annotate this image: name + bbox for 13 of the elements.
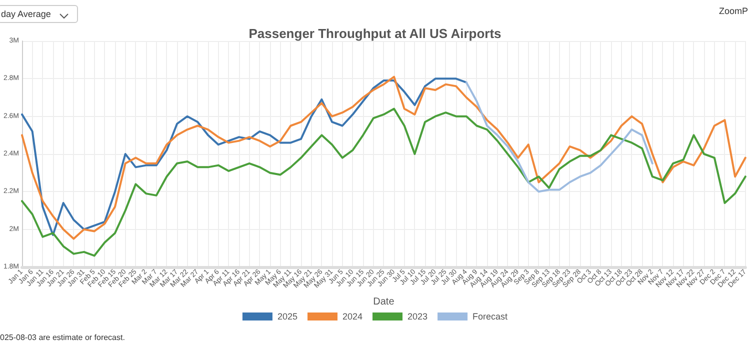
- line-series: [21, 76, 746, 240]
- line-series: [465, 81, 654, 193]
- legend-label: Forecast: [472, 312, 508, 322]
- text: day Average: [0, 5, 78, 23]
- text: 025-08-03 are estimate or forecast.: [0, 333, 125, 342]
- text: ZoomP: [718, 6, 748, 16]
- line-series: [21, 78, 468, 236]
- legend-label: 2024: [342, 312, 363, 322]
- line-series: [21, 108, 746, 257]
- chart-title: Passenger Throughput at All US Airports: [248, 26, 502, 41]
- legend-label: 2023: [408, 312, 428, 322]
- legend-label: 2025: [277, 312, 298, 322]
- x-axis-title: Date: [373, 296, 395, 308]
